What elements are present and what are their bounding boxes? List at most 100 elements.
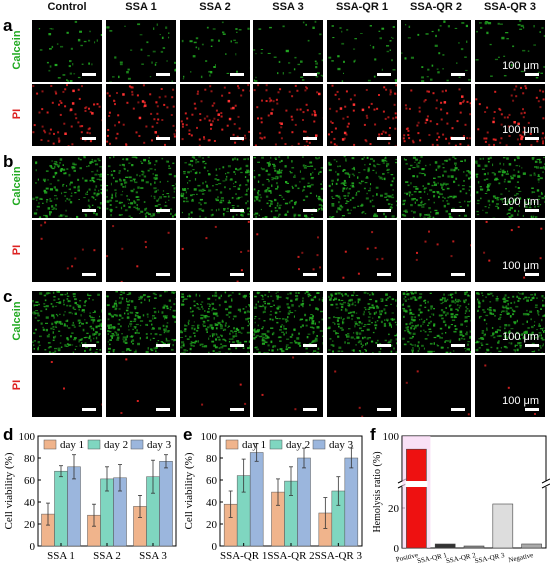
cell-dot xyxy=(113,170,116,172)
cell-dot xyxy=(483,251,486,254)
cell-dot xyxy=(72,63,74,66)
cell-dot xyxy=(537,311,540,313)
cell-dot xyxy=(37,320,39,322)
cell-dot xyxy=(347,333,350,335)
cell-dot xyxy=(414,326,417,329)
cell-dot xyxy=(320,74,323,77)
cell-dot xyxy=(479,186,482,188)
cell-dot xyxy=(121,317,124,319)
cell-dot xyxy=(279,175,282,178)
cell-dot xyxy=(171,338,174,341)
cell-dot xyxy=(265,334,268,337)
cell-dot xyxy=(211,104,214,107)
cell-dot xyxy=(84,342,87,345)
cell-dot xyxy=(247,170,250,173)
cell-dot xyxy=(412,167,416,169)
cell-dot xyxy=(254,321,256,324)
cell-dot xyxy=(47,346,51,349)
cell-dot xyxy=(460,160,463,162)
cell-dot xyxy=(270,210,273,213)
cell-dot xyxy=(339,204,342,208)
cell-dot xyxy=(85,192,87,196)
cell-dot xyxy=(534,166,537,168)
cell-dot xyxy=(98,105,101,108)
cell-dot xyxy=(515,331,519,334)
cell-dot xyxy=(446,122,449,125)
cell-dot xyxy=(347,212,351,215)
cell-dot xyxy=(468,137,471,140)
cell-dot xyxy=(254,199,256,202)
cell-dot xyxy=(514,209,516,212)
cell-dot xyxy=(437,167,440,169)
dead-cell-dot xyxy=(443,101,447,104)
cell-dot xyxy=(424,203,427,205)
cell-dot xyxy=(294,340,296,343)
cell-dot xyxy=(366,192,368,195)
cell-dot xyxy=(418,110,421,113)
cell-dot xyxy=(63,313,65,317)
cell-dot xyxy=(93,249,96,252)
cell-dot xyxy=(459,206,462,208)
cell-dot xyxy=(199,294,201,297)
cell-dot xyxy=(533,44,536,46)
cell-dot xyxy=(540,346,542,349)
cell-dot xyxy=(192,169,195,171)
cell-dot xyxy=(212,350,215,353)
cell-dot xyxy=(388,134,391,137)
cell-dot xyxy=(162,324,165,327)
cell-dot xyxy=(396,204,397,207)
cell-dot xyxy=(92,180,96,183)
cell-dot xyxy=(305,347,308,350)
cell-dot xyxy=(55,325,57,328)
cell-dot xyxy=(181,295,185,298)
cell-dot xyxy=(286,338,290,340)
cell-dot xyxy=(220,294,222,297)
cell-dot xyxy=(217,118,220,121)
cell-dot xyxy=(405,211,408,213)
cell-dot xyxy=(168,330,170,332)
dead-cell-dot xyxy=(521,135,524,139)
cell-dot xyxy=(228,338,232,340)
cell-dot xyxy=(434,44,438,47)
cell-dot xyxy=(229,179,233,181)
cell-dot xyxy=(342,189,344,192)
cell-dot xyxy=(152,50,156,53)
cell-dot xyxy=(198,208,202,211)
cell-dot xyxy=(228,325,230,327)
legend-label: day 1 xyxy=(60,439,84,451)
cell-dot xyxy=(226,72,230,74)
cell-dot xyxy=(403,315,405,318)
cell-dot xyxy=(533,172,536,175)
cell-dot xyxy=(98,319,102,322)
cell-dot xyxy=(161,36,164,39)
cell-dot xyxy=(434,209,438,212)
cell-dot xyxy=(258,28,262,30)
cell-dot xyxy=(344,341,346,344)
cell-dot xyxy=(424,301,427,304)
cell-dot xyxy=(413,328,415,330)
cell-dot xyxy=(315,66,318,69)
cell-dot xyxy=(33,348,35,350)
cell-dot xyxy=(484,333,486,336)
micrograph-tile: 100 μm xyxy=(475,20,545,82)
cell-dot xyxy=(338,346,342,349)
cell-dot xyxy=(541,191,543,194)
cell-dot xyxy=(339,198,341,200)
cell-dot xyxy=(119,296,121,299)
cell-dot xyxy=(165,316,168,319)
cell-fluorescence xyxy=(181,220,250,282)
cell-dot xyxy=(517,187,520,189)
cell-dot xyxy=(168,36,170,39)
cell-dot xyxy=(344,250,347,253)
micrograph-tile xyxy=(180,355,250,417)
cell-dot xyxy=(505,173,509,175)
cell-dot xyxy=(329,107,332,110)
cell-dot xyxy=(452,156,455,158)
cell-dot xyxy=(391,215,395,218)
cell-dot xyxy=(519,165,521,167)
cell-dot xyxy=(442,54,445,56)
cell-dot xyxy=(380,132,383,135)
cell-dot xyxy=(376,342,378,344)
cell-dot xyxy=(312,315,314,318)
cell-dot xyxy=(72,293,76,296)
